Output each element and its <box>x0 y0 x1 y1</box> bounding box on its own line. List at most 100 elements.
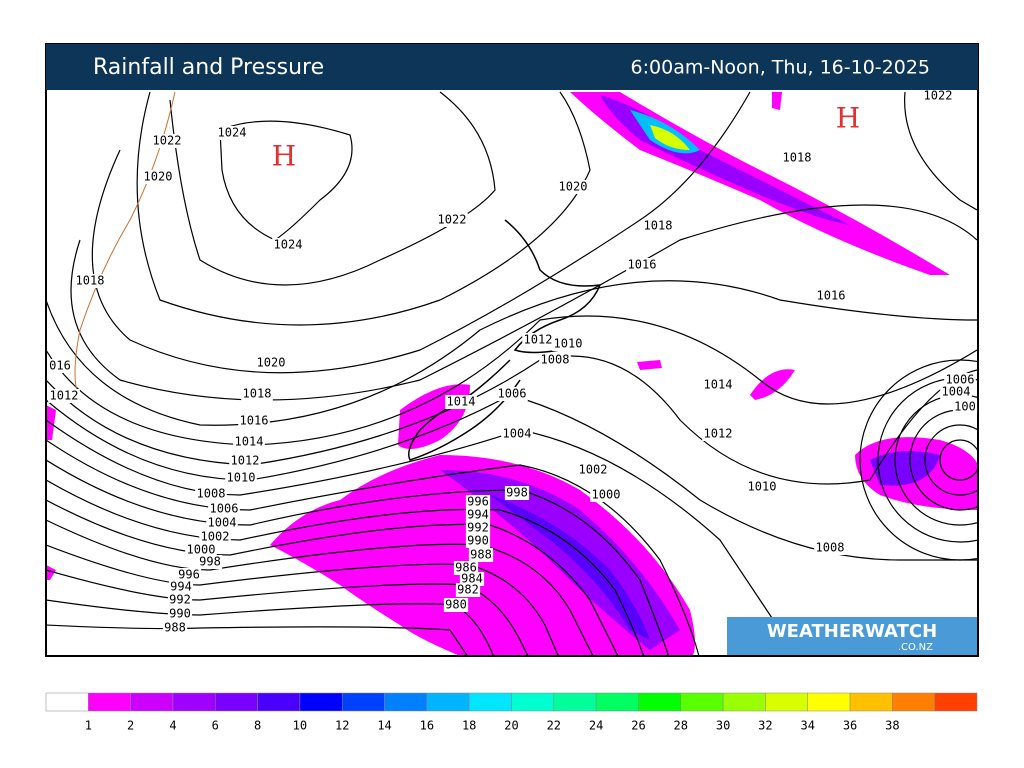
isobar-label: 1006 <box>498 387 527 401</box>
isobar-label-bg <box>151 134 183 148</box>
isobar-label-bg <box>48 389 80 403</box>
title: Rainfall and Pressure <box>93 55 324 80</box>
isobar-labels: 1024 1022 1020 1024 1022 1020 1018 016 1012 1020 1… <box>47 89 978 635</box>
isobar-label-bg <box>272 238 304 252</box>
isobar-label: 1020 <box>257 356 286 370</box>
logo-name: WEATHERWATCH <box>767 621 937 642</box>
period: 6:00am-Noon, Thu, 16-10-2025 <box>631 57 930 79</box>
isobar-label: 992 <box>169 593 191 607</box>
isobar-label-bg <box>208 502 240 516</box>
legend-label: 20 <box>504 719 518 733</box>
isobar-label: 1000 <box>187 543 216 557</box>
isobar-label: 994 <box>467 508 489 522</box>
legend-label: 2 <box>127 719 134 733</box>
isobar-label: 990 <box>467 534 489 548</box>
isobar-label: 1018 <box>783 151 812 165</box>
isobar-label: 1022 <box>924 89 953 103</box>
legend-swatch <box>130 692 174 712</box>
legend-label: 30 <box>716 719 730 733</box>
isobar-label: 1016 <box>628 258 657 272</box>
isobar-label-bg <box>465 534 491 548</box>
isobar-label-bg <box>465 495 491 509</box>
high-marker: H <box>272 140 296 173</box>
isobar-label-bg <box>233 435 265 449</box>
legend-swatch <box>680 692 724 712</box>
legend-label: 4 <box>169 719 176 733</box>
isobar-label-bg <box>225 471 257 485</box>
legend-swatch <box>765 692 808 712</box>
isobar-label: 988 <box>470 548 492 562</box>
isobar-label-bg <box>453 561 479 575</box>
legend-swatch <box>172 692 216 712</box>
isobar-label: 1004 <box>208 516 237 530</box>
isobar-label: 1020 <box>559 180 588 194</box>
isobar-label-bg <box>539 353 571 367</box>
legend-label: 6 <box>212 719 219 733</box>
isobar-label-bg <box>590 488 622 502</box>
isobar-label: 100 <box>954 400 976 414</box>
isobar-label: 1010 <box>554 337 583 351</box>
isobar-label: 1010 <box>748 480 777 494</box>
isobar-label: 994 <box>170 580 192 594</box>
isobar-label-bg <box>216 126 248 140</box>
isobar-label: 998 <box>199 555 221 569</box>
isobar-label: 996 <box>467 495 489 509</box>
isobar-label-bg <box>781 151 813 165</box>
isobar-label-bg <box>195 487 227 501</box>
isobar-label-bg <box>168 580 194 594</box>
isobar-label: 982 <box>457 583 479 597</box>
isobar-label-bg <box>185 543 217 557</box>
high-marker: H <box>836 102 860 135</box>
isobar-label: 1018 <box>76 274 105 288</box>
legend-label: 18 <box>462 719 476 733</box>
isobar-label-bg <box>940 385 972 399</box>
header-bar <box>46 44 978 90</box>
isobar-label: 1008 <box>197 487 226 501</box>
isobar-label-bg <box>522 333 554 347</box>
isobar-label-bg <box>255 356 287 370</box>
legend-label: 22 <box>547 719 561 733</box>
legend-swatch <box>341 692 385 712</box>
isobar-label-bg <box>468 548 494 562</box>
legend-label: 34 <box>801 719 815 733</box>
isobar-label-bg <box>162 621 188 635</box>
isobar-label-bg <box>206 516 238 530</box>
isobar-label: 980 <box>445 598 467 612</box>
legend-swatch <box>299 692 343 712</box>
isobar-label: 1014 <box>235 435 264 449</box>
isobar-label: 1022 <box>153 134 182 148</box>
isobar-label: 1008 <box>541 353 570 367</box>
isobar-label-bg <box>455 583 481 597</box>
isobar-label-bg <box>199 530 231 544</box>
isobar-label: 1006 <box>210 502 239 516</box>
isobar-label-bg <box>814 541 846 555</box>
isobar-label-bg <box>176 568 202 582</box>
legend-label: 36 <box>843 719 857 733</box>
isobar-label-bg <box>501 427 533 441</box>
isobar-label: 1002 <box>579 463 608 477</box>
isobar-label: 988 <box>164 621 186 635</box>
isobar-label-bg <box>465 508 491 522</box>
isobar-label: 984 <box>461 572 483 586</box>
legend-swatch <box>88 692 131 712</box>
isobar-label-bg <box>702 378 734 392</box>
legend-label: 1 <box>85 719 92 733</box>
isobar-label: 1018 <box>243 387 272 401</box>
isobar-label-bg <box>142 170 174 184</box>
isobar-label: 1024 <box>274 238 303 252</box>
isobar-label-bg <box>459 572 485 586</box>
isobar-label: 1012 <box>704 427 733 441</box>
isobar-label: 986 <box>455 561 477 575</box>
logo-domain: .CO.NZ <box>898 642 933 653</box>
isobar-label: 016 <box>49 359 71 373</box>
isobar-label-bg <box>815 289 847 303</box>
isobar-label: 1012 <box>50 389 79 403</box>
isobar-label-bg <box>702 427 734 441</box>
legend-label: 26 <box>631 719 645 733</box>
legend-swatch <box>638 692 682 712</box>
isobar-label: 1014 <box>704 378 733 392</box>
isobar-label: 1012 <box>231 454 260 468</box>
isobars <box>47 91 977 655</box>
legend-label: 32 <box>758 719 772 733</box>
legend-label: 8 <box>254 719 261 733</box>
